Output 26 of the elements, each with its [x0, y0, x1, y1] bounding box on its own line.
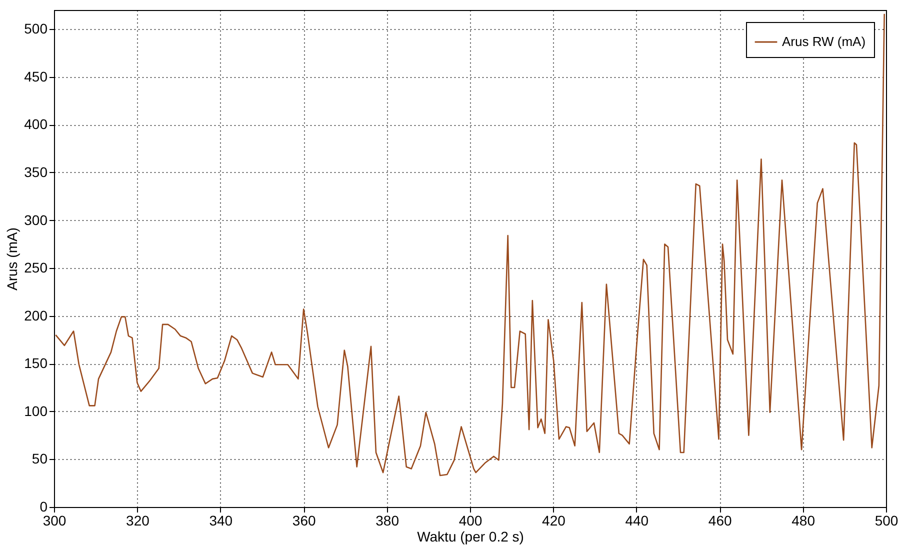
x-tick-label: 320 — [126, 512, 150, 528]
y-tick-label: 450 — [24, 68, 48, 84]
x-tick-label: 380 — [376, 512, 400, 528]
x-tick-label: 360 — [292, 512, 316, 528]
y-axis-title: Arus (mA) — [4, 228, 20, 290]
y-tick-label: 300 — [24, 212, 48, 228]
y-tick-label: 150 — [24, 355, 48, 372]
x-tick-label: 420 — [542, 512, 566, 528]
x-tick-label: 400 — [458, 512, 482, 528]
y-tick-label: 200 — [24, 307, 48, 324]
line-series — [55, 13, 885, 476]
x-tick-label: 500 — [874, 512, 898, 528]
legend-label: Arus RW (mA) — [782, 34, 866, 49]
y-tick-label: 500 — [24, 20, 48, 37]
x-tick-label: 480 — [792, 512, 816, 528]
x-tick-label: 340 — [209, 512, 233, 528]
y-tick-label: 400 — [24, 116, 48, 132]
x-tick-label: 460 — [708, 512, 732, 528]
y-tick-label: 0 — [40, 498, 48, 514]
y-tick-label: 250 — [24, 260, 48, 276]
y-tick-label: 50 — [32, 450, 48, 467]
y-tick-label: 100 — [24, 402, 48, 419]
x-tick-label: 440 — [625, 512, 649, 528]
x-axis-title: Waktu (per 0.2 s) — [417, 528, 524, 544]
y-tick-label: 350 — [24, 164, 48, 180]
x-tick-label: 300 — [42, 512, 66, 528]
